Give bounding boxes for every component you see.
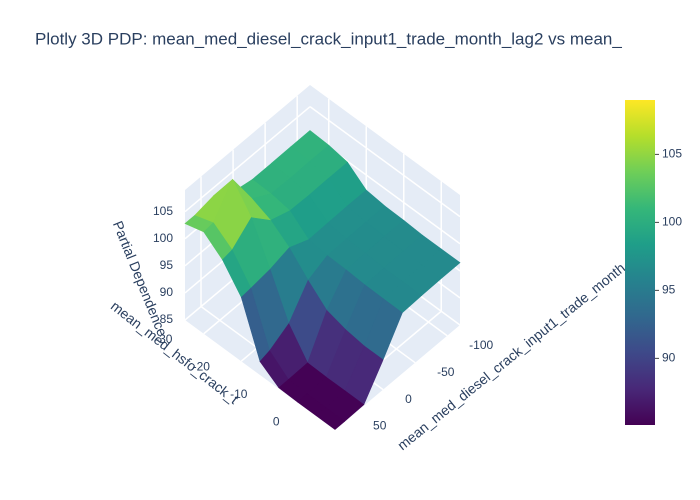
colorbar xyxy=(625,100,655,425)
colorbar-tick-label: 90 xyxy=(662,351,676,365)
y-tick-label: -20 xyxy=(193,359,211,373)
y-tick-label: 0 xyxy=(273,414,280,428)
z-tick-label: 95 xyxy=(160,258,174,272)
x-tick-label: 50 xyxy=(373,419,387,433)
z-tick-label: 105 xyxy=(153,204,173,218)
x-tick-label: 0 xyxy=(405,392,412,406)
y-tick-label: -10 xyxy=(230,387,248,401)
colorbar-tick-label: 105 xyxy=(662,147,682,161)
x-tick-label: -100 xyxy=(469,338,493,352)
z-grid-line xyxy=(309,106,461,218)
z-tick-label: 90 xyxy=(160,285,174,299)
colorbar-tick-label: 95 xyxy=(662,283,676,297)
z-tick-label: 100 xyxy=(153,231,173,245)
surface-cell xyxy=(315,407,346,430)
z-tick-label: 85 xyxy=(160,312,174,326)
x-tick-label: -50 xyxy=(437,365,455,379)
y-tick-label: -30 xyxy=(155,332,173,346)
chart-title: Plotly 3D PDP: mean_med_diesel_crack_inp… xyxy=(35,29,622,48)
colorbar-tick-label: 100 xyxy=(662,215,682,229)
z-grid-line xyxy=(184,106,311,213)
